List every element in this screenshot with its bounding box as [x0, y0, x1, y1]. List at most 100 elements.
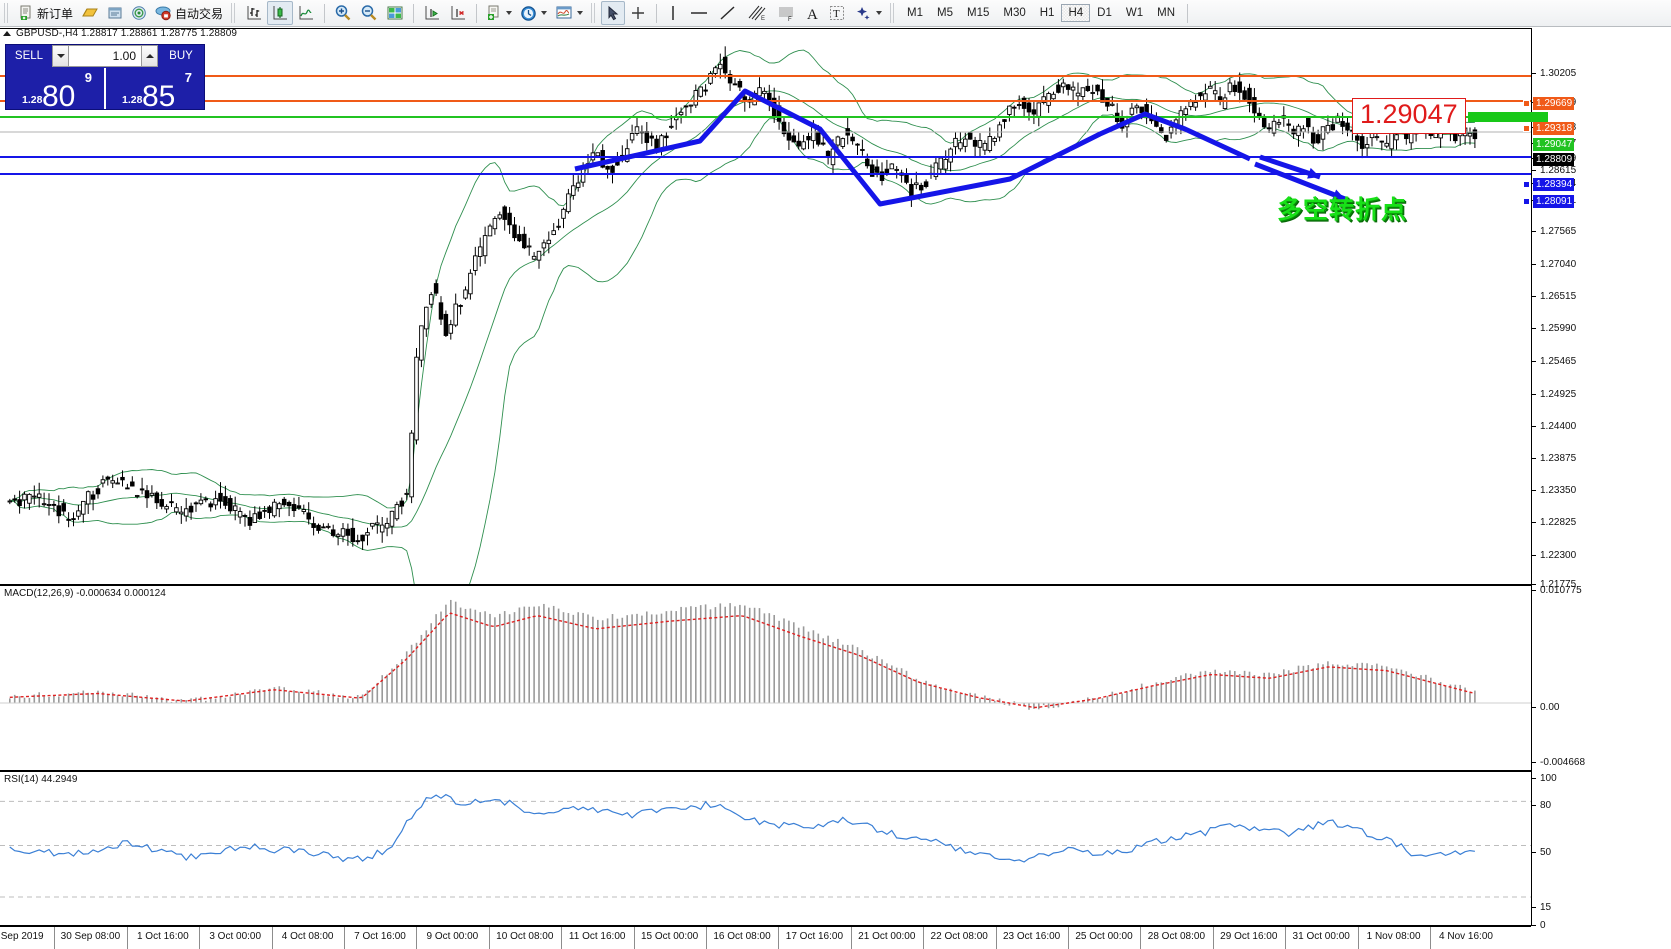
price-level-handle[interactable]	[1523, 198, 1530, 205]
candlestick	[840, 137, 846, 149]
time-axis-separator	[923, 927, 925, 949]
periods-button[interactable]	[516, 1, 551, 25]
trendline-icon	[718, 4, 738, 22]
horizontal-line-icon	[688, 4, 710, 22]
equidistant-channel-icon: E	[746, 4, 768, 22]
timeframe-h4[interactable]: H4	[1061, 4, 1091, 22]
price-level-tag[interactable]: 1.28809	[1533, 153, 1575, 166]
candlestick	[414, 347, 419, 445]
candlestick	[722, 46, 728, 79]
candlestick	[1134, 103, 1140, 114]
macd-scale[interactable]: 0.010775 0.00 -0.004668	[1531, 585, 1671, 771]
candlestick	[1242, 86, 1247, 101]
timeframe-m30[interactable]: M30	[1003, 7, 1026, 19]
volume-input[interactable]: 1.00	[69, 45, 141, 67]
chevron-down-icon-2[interactable]	[541, 11, 548, 15]
trendline-tool[interactable]	[714, 1, 742, 25]
templates-button[interactable]	[551, 1, 587, 25]
chevron-down-icon-3[interactable]	[577, 11, 584, 15]
price-level-handle[interactable]	[1523, 100, 1530, 107]
price-level-tag[interactable]: 1.29318	[1533, 122, 1575, 135]
price-tick-label: 1.23875	[1540, 453, 1577, 464]
macd-indicator-pane[interactable]: MACD(12,26,9) -0.000634 0.000124	[0, 585, 1531, 771]
price-tick-label: 1.21775	[1540, 579, 1577, 590]
equidistant-channel-tool[interactable]: E	[742, 1, 772, 25]
toolbar-separator-5	[1187, 3, 1188, 23]
candlestick	[556, 218, 561, 231]
price-scale[interactable]: 1.30205 1.29669 1.29318 1.29047 1.288091.286…	[1531, 28, 1671, 590]
rsi-line	[9, 793, 1475, 863]
forecast-arrow-long	[1254, 161, 1346, 202]
bar-chart-button[interactable]	[241, 1, 267, 25]
price-level-tag[interactable]: 1.28394	[1533, 178, 1575, 191]
buy-button[interactable]: BUY	[158, 45, 204, 67]
vertical-line-tool[interactable]	[662, 1, 684, 25]
auto-scroll-button[interactable]	[419, 1, 445, 25]
one-click-trading-panel[interactable]: SELL 1.00 BUY 1.28 80 9 1.28 85 7	[5, 44, 205, 112]
candlestick	[958, 132, 963, 152]
resistance-zone-highlight	[1468, 112, 1548, 122]
price-chart-pane[interactable]	[0, 28, 1531, 585]
rsi-tick-label: 100	[1540, 773, 1557, 784]
buy-price-display[interactable]: 1.28 85 7	[104, 68, 204, 112]
shapes-tool[interactable]	[850, 1, 886, 25]
candlestick	[1061, 78, 1066, 94]
toolbar-grip-4[interactable]	[890, 3, 897, 23]
candlestick	[894, 166, 899, 179]
candlestick	[56, 495, 62, 524]
price-level-tag[interactable]: 1.29047	[1533, 138, 1575, 151]
rsi-tick-label: 80	[1540, 800, 1552, 811]
main-toolbar: 新订单 自动交易	[0, 0, 1671, 27]
chart-shift-button[interactable]	[445, 1, 471, 25]
market-watch-button[interactable]	[127, 1, 151, 25]
tile-windows-button[interactable]	[382, 1, 408, 25]
candlestick	[1296, 123, 1301, 147]
price-level-handle[interactable]	[1523, 125, 1530, 132]
cursor-tool[interactable]	[601, 1, 626, 25]
terminal-button[interactable]	[103, 1, 127, 25]
timeframe-d1[interactable]: D1	[1097, 7, 1112, 19]
expert-advisors-button[interactable]	[77, 1, 103, 25]
timeframe-h1[interactable]: H1	[1039, 7, 1055, 19]
volume-increase-button[interactable]	[141, 45, 158, 67]
rsi-scale[interactable]: 100 80 50 15 0	[1531, 771, 1671, 931]
candlestick	[134, 494, 140, 499]
timeframe-m5[interactable]: M5	[937, 7, 953, 19]
timeframe-m15[interactable]: M15	[967, 7, 990, 19]
time-axis-separator	[199, 927, 201, 949]
text-tool[interactable]: A	[800, 1, 824, 25]
sell-button[interactable]: SELL	[6, 45, 52, 67]
text-label-tool[interactable]: T	[824, 1, 850, 25]
line-chart-button[interactable]	[293, 1, 319, 25]
new-order-button[interactable]: 新订单	[14, 1, 77, 25]
price-level-handle[interactable]	[1523, 181, 1530, 188]
candlestick	[188, 502, 194, 520]
price-level-tag[interactable]: 1.29669	[1533, 97, 1575, 110]
candlestick-button[interactable]	[267, 1, 294, 25]
zoom-out-button[interactable]	[356, 1, 382, 25]
price-level-tag[interactable]: 1.28091	[1533, 195, 1575, 208]
timeframe-m1[interactable]: M1	[907, 7, 924, 19]
timeframe-mn[interactable]: MN	[1157, 7, 1175, 19]
candlestick	[335, 532, 341, 546]
horizontal-line-tool[interactable]	[684, 1, 714, 25]
candlestick	[1070, 81, 1076, 102]
toolbar-grip-3[interactable]	[591, 3, 598, 23]
timeframe-w1[interactable]: W1	[1125, 7, 1144, 19]
auto-trading-button[interactable]: 自动交易	[151, 1, 227, 25]
candlestick	[36, 482, 42, 508]
clock-icon	[520, 5, 537, 22]
volume-decrease-button[interactable]	[52, 45, 69, 67]
candlestick	[399, 497, 405, 515]
indicators-button[interactable]	[482, 1, 516, 25]
chevron-down-icon-4[interactable]	[876, 11, 883, 15]
chevron-down-icon[interactable]	[506, 11, 513, 15]
crosshair-tool[interactable]	[625, 1, 651, 25]
toolbar-grip-2[interactable]	[231, 3, 238, 23]
time-axis[interactable]: 7 Sep 2019 30 Sep 08:00 1 Oct 16:00 3 Oct 0…	[0, 926, 1531, 949]
rsi-indicator-pane[interactable]: RSI(14) 44.2949	[0, 771, 1531, 926]
toolbar-grip[interactable]	[4, 3, 10, 23]
zoom-in-button[interactable]	[330, 1, 356, 25]
fibonacci-tool[interactable]: F	[772, 1, 800, 25]
sell-price-display[interactable]: 1.28 80 9	[6, 68, 104, 112]
